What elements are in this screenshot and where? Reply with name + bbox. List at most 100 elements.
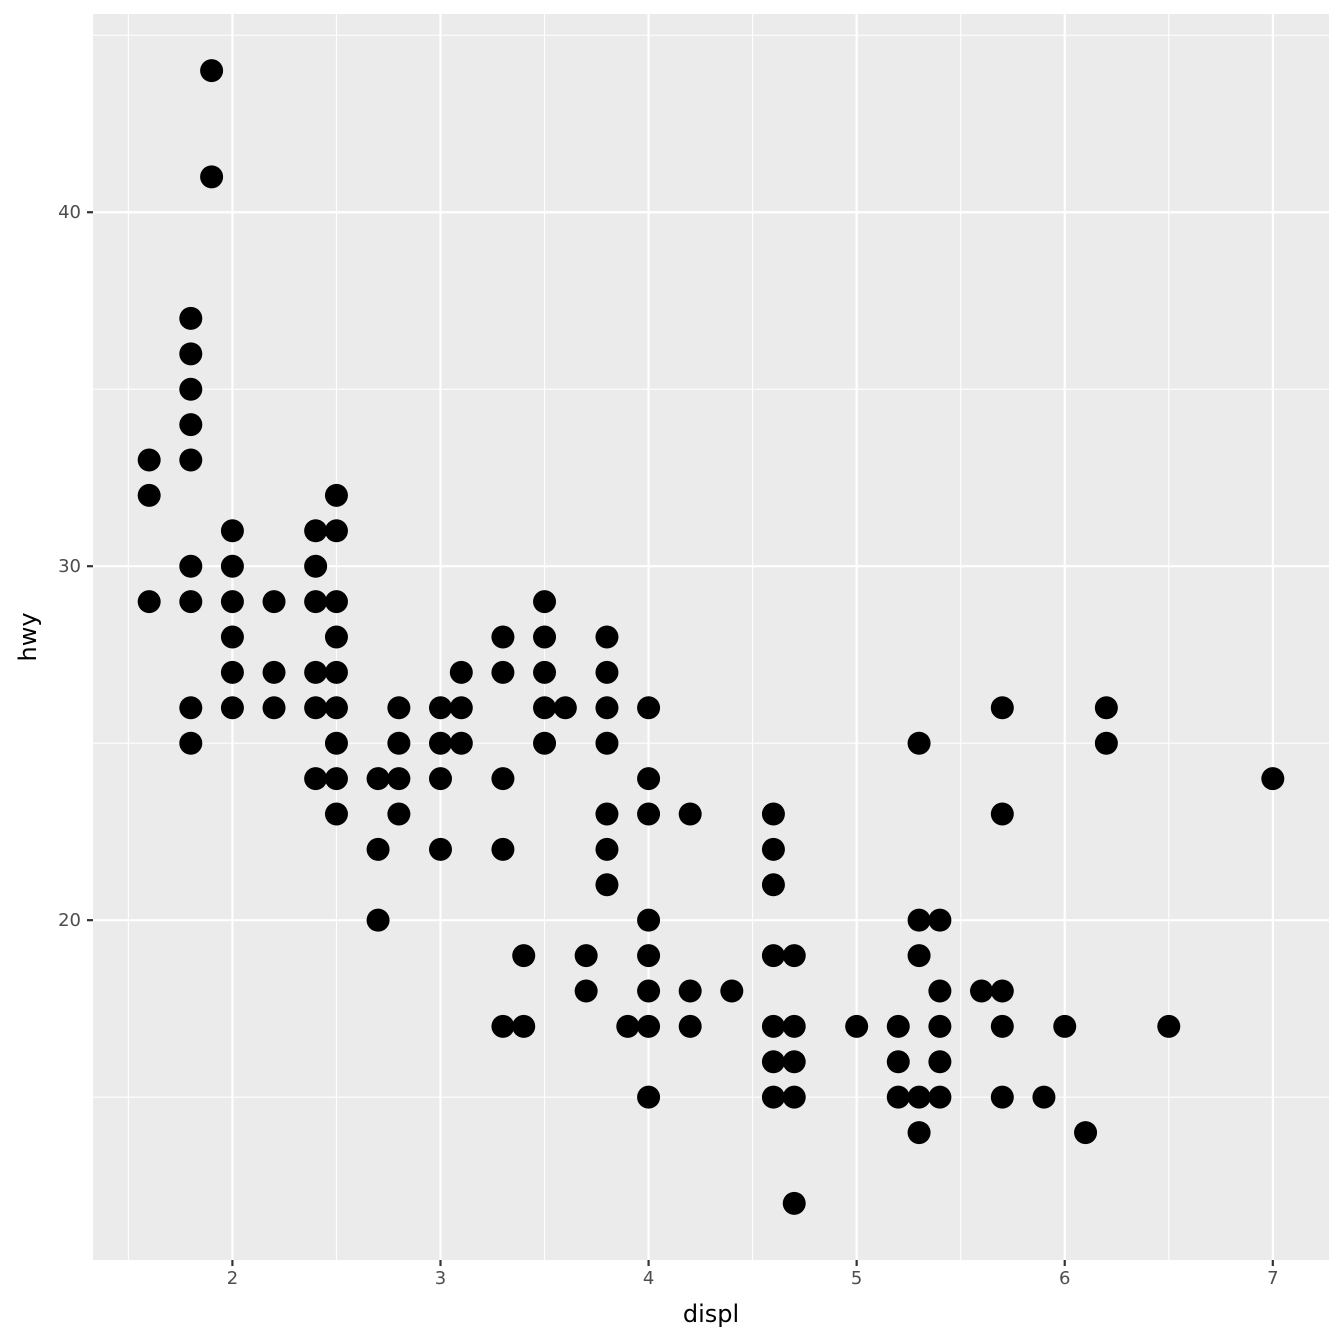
data-point bbox=[595, 625, 619, 649]
data-point bbox=[533, 590, 557, 614]
data-point bbox=[137, 448, 161, 472]
data-point bbox=[886, 1014, 910, 1038]
data-point bbox=[928, 1014, 952, 1038]
data-point bbox=[512, 1014, 536, 1038]
data-point bbox=[553, 696, 577, 720]
x-axis-title: displ bbox=[683, 1300, 739, 1328]
grid-lines bbox=[93, 14, 1329, 1260]
data-point bbox=[907, 731, 931, 755]
data-point bbox=[304, 660, 328, 684]
data-point bbox=[678, 1014, 702, 1038]
data-point bbox=[761, 1014, 785, 1038]
data-point bbox=[782, 1085, 806, 1109]
data-point bbox=[990, 1085, 1014, 1109]
x-tick-label: 3 bbox=[435, 1268, 446, 1289]
data-point bbox=[907, 944, 931, 968]
data-point bbox=[1074, 1121, 1098, 1145]
data-point bbox=[907, 1085, 931, 1109]
data-point bbox=[595, 696, 619, 720]
data-point bbox=[761, 802, 785, 826]
data-point bbox=[179, 377, 203, 401]
data-point bbox=[595, 660, 619, 684]
data-point bbox=[179, 448, 203, 472]
data-point bbox=[366, 767, 390, 791]
data-point bbox=[886, 1050, 910, 1074]
data-point bbox=[179, 306, 203, 330]
data-point bbox=[324, 696, 348, 720]
data-point bbox=[595, 802, 619, 826]
data-point bbox=[990, 696, 1014, 720]
data-point bbox=[366, 908, 390, 932]
data-point bbox=[262, 660, 286, 684]
data-point bbox=[324, 590, 348, 614]
data-point bbox=[491, 837, 515, 861]
data-point bbox=[428, 767, 452, 791]
data-point bbox=[179, 696, 203, 720]
data-point bbox=[637, 908, 661, 932]
data-point bbox=[1261, 767, 1285, 791]
data-point bbox=[262, 696, 286, 720]
data-point bbox=[179, 554, 203, 578]
data-point bbox=[970, 979, 994, 1003]
x-tick-label: 6 bbox=[1059, 1268, 1070, 1289]
data-point bbox=[428, 731, 452, 755]
data-point bbox=[907, 908, 931, 932]
data-point bbox=[324, 731, 348, 755]
data-point bbox=[262, 590, 286, 614]
axes: 2 3 4 5 6 7 20 30 40 bbox=[58, 202, 1278, 1289]
x-tick-label: 5 bbox=[851, 1268, 862, 1289]
data-point bbox=[761, 837, 785, 861]
data-point bbox=[220, 554, 244, 578]
data-point bbox=[845, 1014, 869, 1038]
data-point bbox=[324, 767, 348, 791]
data-point bbox=[928, 1050, 952, 1074]
data-point bbox=[449, 696, 473, 720]
data-point bbox=[928, 1085, 952, 1109]
data-point bbox=[637, 767, 661, 791]
data-point bbox=[761, 1050, 785, 1074]
data-point bbox=[324, 519, 348, 543]
data-point bbox=[761, 873, 785, 897]
data-point bbox=[179, 731, 203, 755]
data-point bbox=[637, 696, 661, 720]
data-point bbox=[595, 837, 619, 861]
data-point bbox=[304, 590, 328, 614]
data-point bbox=[533, 660, 557, 684]
data-point bbox=[491, 625, 515, 649]
data-point bbox=[220, 625, 244, 649]
data-point bbox=[533, 731, 557, 755]
data-point bbox=[324, 802, 348, 826]
y-axis-title: hwy bbox=[14, 612, 42, 661]
data-point bbox=[1053, 1014, 1077, 1038]
data-point bbox=[304, 519, 328, 543]
data-point bbox=[366, 837, 390, 861]
data-point bbox=[449, 660, 473, 684]
data-point bbox=[990, 979, 1014, 1003]
data-point bbox=[324, 625, 348, 649]
data-point bbox=[179, 590, 203, 614]
data-point bbox=[1094, 731, 1118, 755]
data-point bbox=[886, 1085, 910, 1109]
data-point bbox=[928, 979, 952, 1003]
data-point bbox=[637, 1014, 661, 1038]
data-point bbox=[304, 554, 328, 578]
data-point bbox=[220, 696, 244, 720]
data-point bbox=[782, 1191, 806, 1215]
plot-panel bbox=[93, 14, 1329, 1260]
data-point bbox=[637, 944, 661, 968]
y-tick-label: 20 bbox=[58, 910, 81, 931]
data-point bbox=[200, 165, 224, 189]
data-point bbox=[1094, 696, 1118, 720]
data-point bbox=[761, 944, 785, 968]
data-point bbox=[595, 731, 619, 755]
data-point bbox=[220, 590, 244, 614]
data-point bbox=[637, 1085, 661, 1109]
data-point bbox=[137, 590, 161, 614]
data-point bbox=[491, 767, 515, 791]
data-point bbox=[907, 1121, 931, 1145]
data-point bbox=[220, 660, 244, 684]
data-point bbox=[990, 802, 1014, 826]
data-point bbox=[491, 660, 515, 684]
data-point bbox=[324, 660, 348, 684]
x-tick-label: 4 bbox=[643, 1268, 654, 1289]
